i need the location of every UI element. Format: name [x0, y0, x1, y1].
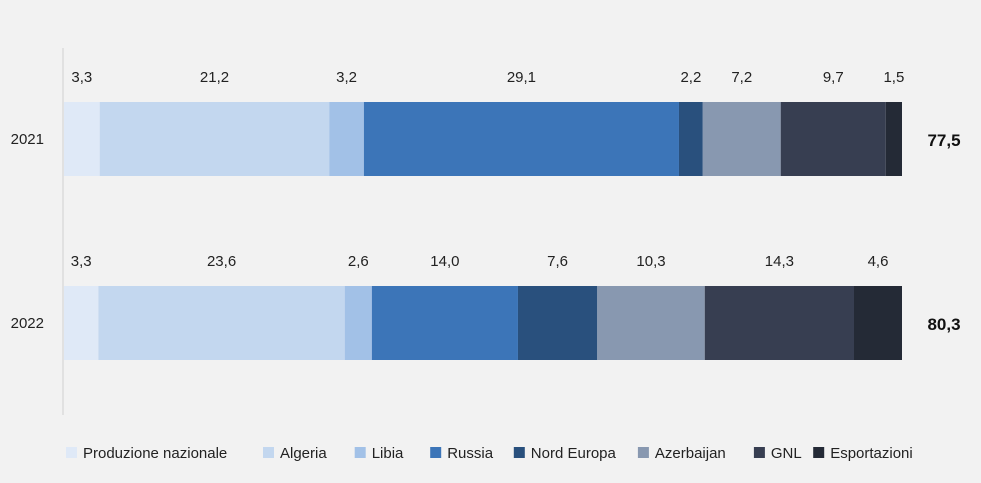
legend-swatch-produzione-nazionale	[66, 447, 77, 458]
legend-swatch-esportazioni	[813, 447, 825, 458]
data-label-libia-2022: 2,6	[348, 253, 369, 270]
data-label-algeria-2021: 21,2	[200, 69, 229, 86]
bar-libia-2022	[344, 286, 372, 360]
bar-algeria-2022	[98, 286, 345, 360]
total-label-2021: 77,5	[927, 131, 960, 150]
bar-russia-2021	[363, 102, 679, 176]
legend-swatch-algeria	[263, 447, 274, 458]
legend-swatch-azerbaijan	[637, 447, 649, 458]
data-label-libia-2021: 3,2	[336, 69, 357, 86]
bar-esportazioni-2022	[853, 286, 902, 360]
data-label-esportazioni-2022: 4,6	[868, 253, 889, 270]
legend-swatch-russia	[430, 447, 442, 458]
bar-algeria-2021	[99, 102, 330, 176]
bar-gnl-2022	[704, 286, 854, 360]
data-label-produzione-nazionale-2021: 3,3	[71, 69, 92, 86]
bar-azerbaijan-2021	[702, 102, 781, 176]
legend-label-russia: Russia	[447, 445, 494, 462]
category-label-2022: 2022	[11, 315, 44, 332]
legend-label-algeria: Algeria	[280, 445, 327, 462]
bar-libia-2021	[329, 102, 364, 176]
legend-label-azerbaijan: Azerbaijan	[655, 445, 726, 462]
legend-label-produzione-nazionale: Produzione nazionale	[83, 445, 227, 462]
data-label-nord-europa-2022: 7,6	[547, 253, 568, 270]
data-label-algeria-2022: 23,6	[207, 253, 236, 270]
bar-nord-europa-2021	[678, 102, 703, 176]
legend-label-esportazioni: Esportazioni	[830, 445, 913, 462]
legend-swatch-gnl	[753, 447, 765, 458]
bar-russia-2022	[371, 286, 518, 360]
bar-gnl-2021	[780, 102, 886, 176]
data-label-gnl-2021: 9,7	[823, 69, 844, 86]
data-label-azerbaijan-2022: 10,3	[636, 253, 665, 270]
data-label-nord-europa-2021: 2,2	[680, 69, 701, 86]
legend-label-libia: Libia	[372, 445, 404, 462]
legend-swatch-libia	[354, 447, 366, 458]
total-label-2022: 80,3	[927, 315, 960, 334]
data-label-russia-2022: 14,0	[430, 253, 459, 270]
category-label-2021: 2021	[11, 131, 44, 148]
data-label-gnl-2022: 14,3	[765, 253, 794, 270]
data-label-russia-2021: 29,1	[507, 69, 536, 86]
data-label-produzione-nazionale-2022: 3,3	[71, 253, 92, 270]
data-label-esportazioni-2021: 1,5	[883, 69, 904, 86]
bar-produzione-nazionale-2022	[64, 286, 99, 360]
bar-produzione-nazionale-2021	[64, 102, 100, 176]
bar-azerbaijan-2022	[597, 286, 705, 360]
bar-nord-europa-2022	[517, 286, 598, 360]
legend-label-gnl: GNL	[771, 445, 802, 462]
bar-esportazioni-2021	[885, 102, 902, 176]
data-label-azerbaijan-2021: 7,2	[731, 69, 752, 86]
legend-swatch-nord-europa	[513, 447, 525, 458]
legend-label-nord-europa: Nord Europa	[531, 445, 617, 462]
